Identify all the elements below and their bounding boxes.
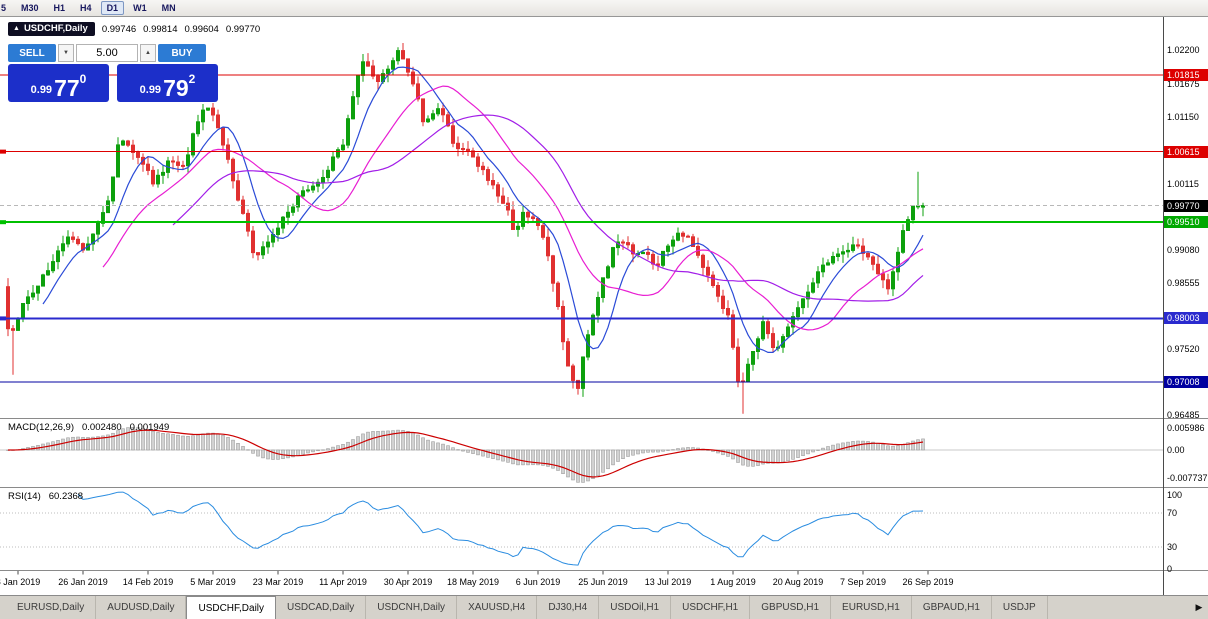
ohlc-open: 0.99746 — [101, 23, 137, 35]
tab-usdoil-h1[interactable]: USDOil,H1 — [599, 596, 672, 619]
horizontal-level-lines — [0, 74, 1163, 383]
macd-value-signal: 0.001949 — [129, 422, 170, 433]
buy-price-sup: 2 — [188, 72, 196, 86]
ohlc-low: 0.99604 — [184, 23, 219, 35]
tab-eurusd-h1[interactable]: EURUSD,H1 — [831, 596, 912, 619]
macd-name: MACD(12,26,9) — [8, 422, 74, 433]
symbol-badge: ▲ USDCHF,Daily — [8, 22, 95, 36]
price-scale-label: 0.98555 — [1167, 278, 1200, 289]
chart-symbol-header: ▲ USDCHF,Daily 0.99746 0.99814 0.99604 0… — [8, 22, 260, 36]
chart-area: ▲ USDCHF,Daily 0.99746 0.99814 0.99604 0… — [0, 17, 1208, 595]
timeframe-button-5[interactable]: 5 — [1, 3, 7, 13]
chart-tab-list: EURUSD,Daily AUDUSD,Daily USDCHF,Daily USDC… — [0, 596, 1190, 619]
price-chart-canvas[interactable] — [0, 17, 1208, 595]
moving-averages — [42, 66, 924, 353]
tab-audusd-daily[interactable]: AUDUSD,Daily — [96, 596, 187, 619]
price-level-badge: 0.98003 — [1164, 312, 1208, 325]
price-scale-label: 0.96485 — [1167, 410, 1200, 421]
rsi-label: RSI(14) 60.2368 — [8, 491, 83, 502]
tab-gbpaud-h1[interactable]: GBPAUD,H1 — [912, 596, 992, 619]
buy-price-big: 79 — [163, 75, 189, 101]
tab-usdjp[interactable]: USDJP — [992, 596, 1048, 619]
ohlc-close: 0.99770 — [225, 23, 261, 35]
rsi-value: 60.2368 — [48, 491, 84, 502]
tab-usdchf-h1[interactable]: USDCHF,H1 — [671, 596, 751, 619]
price-scale-label: 1.01150 — [1167, 112, 1199, 123]
chart-icon: ▲ — [13, 25, 20, 32]
price-level-badge: 0.99770 — [1164, 199, 1208, 212]
rsi-scale-label: 0 — [1167, 564, 1173, 574]
buy-price-main: 0.99 — [139, 84, 162, 96]
lot-size-input[interactable] — [76, 44, 138, 62]
panel-separators — [0, 17, 1208, 595]
tab-usdcad-daily[interactable]: USDCAD,Daily — [276, 596, 367, 619]
timeframe-button-h4[interactable]: H4 — [80, 3, 92, 13]
tab-usdchf-daily[interactable]: USDCHF,Daily — [186, 596, 277, 619]
price-level-badge: 0.99510 — [1164, 216, 1208, 229]
timeframe-button-w1[interactable]: W1 — [133, 3, 147, 13]
sell-button[interactable]: SELL — [8, 44, 56, 62]
sell-price-box[interactable]: 0.99 77 0 — [8, 64, 109, 102]
chart-tabbar: EURUSD,Daily AUDUSD,Daily USDCHF,Daily USDC… — [0, 595, 1208, 619]
timeframe-button-mn[interactable]: MN — [161, 3, 176, 13]
rsi-panel — [0, 491, 1163, 566]
macd-scale-label: 0.00 — [1167, 445, 1185, 455]
rsi-scale-label: 30 — [1167, 542, 1178, 552]
price-level-badge: 0.97008 — [1164, 375, 1208, 388]
rsi-scale-label: 70 — [1167, 508, 1178, 518]
tab-scroll-right-button[interactable]: ▶ — [1195, 602, 1203, 612]
lot-increase-button[interactable]: ▲ — [140, 44, 156, 62]
ohlc-high: 0.99814 — [143, 23, 178, 35]
macd-scale-label: -0.007737 — [1167, 473, 1208, 484]
price-scale-label: 1.02200 — [1167, 45, 1200, 56]
buy-button[interactable]: BUY — [158, 44, 206, 62]
tab-xauusd-h4[interactable]: XAUUSD,H4 — [457, 596, 538, 619]
ohlc-values: 0.99746 0.99814 0.99604 0.99770 — [102, 24, 260, 35]
price-scale-label: 0.97520 — [1167, 344, 1200, 355]
rsi-name: RSI(14) — [8, 491, 41, 502]
rsi-scale-label: 100 — [1167, 490, 1183, 500]
tab-dj30-h4[interactable]: DJ30,H4 — [537, 596, 600, 619]
timeframe-button-h1[interactable]: H1 — [53, 3, 66, 13]
timeframe-button-d1[interactable]: D1 — [100, 1, 125, 15]
buy-price-box[interactable]: 0.99 79 2 — [117, 64, 218, 102]
macd-label: MACD(12,26,9) 0.002480 0.001949 — [8, 422, 169, 433]
sell-price-main: 0.99 — [30, 84, 53, 96]
price-scale-label: 1.00115 — [1167, 178, 1199, 189]
price-scale-label: 0.99080 — [1167, 244, 1200, 255]
symbol-name: USDCHF,Daily — [23, 23, 88, 34]
one-click-trade-panel: SELL ▼ ▲ BUY 0.99 77 0 0.99 79 2 — [8, 44, 218, 102]
price-scale-label: 1.01675 — [1167, 78, 1200, 89]
tab-eurusd-daily[interactable]: EURUSD,Daily — [6, 596, 97, 619]
macd-scale-label: 0.005986 — [1167, 423, 1205, 434]
lot-decrease-button[interactable]: ▼ — [58, 44, 74, 62]
timeframe-toolbar: 5 M30 H1 H4 D1 W1 MN — [0, 0, 1208, 17]
tab-usdcnh-daily[interactable]: USDCNH,Daily — [366, 596, 458, 619]
price-scale: 1.02200 1.01675 1.01150 1.00115 0.99080 0.985… — [1163, 17, 1208, 595]
price-level-badge: 1.00615 — [1164, 145, 1208, 158]
sell-price-sup: 0 — [79, 72, 87, 86]
tab-gbpusd-h1[interactable]: GBPUSD,H1 — [750, 596, 832, 619]
price-level-badge: 1.01815 — [1164, 69, 1208, 81]
sell-price-big: 77 — [54, 75, 80, 101]
timeframe-button-m30[interactable]: M30 — [21, 3, 39, 13]
macd-value-main: 0.002480 — [82, 422, 122, 433]
macd-panel — [0, 427, 1163, 483]
